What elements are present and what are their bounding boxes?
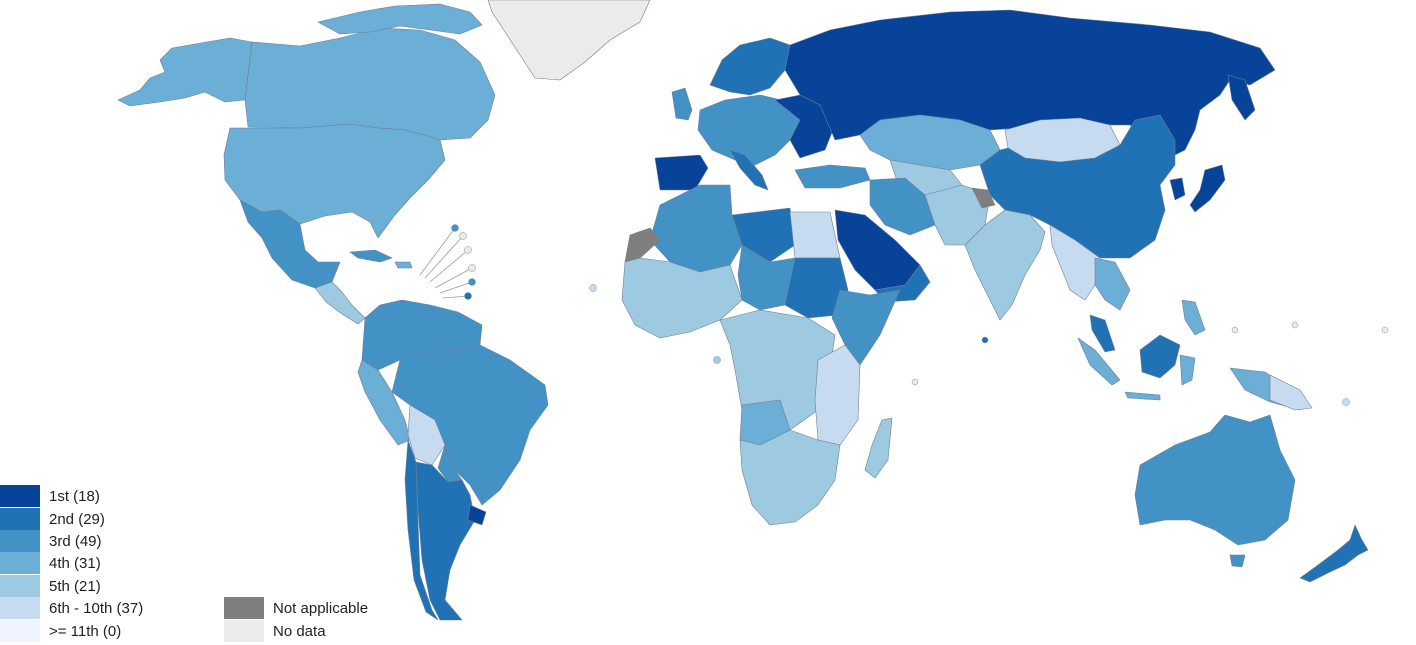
region-mexico[interactable] xyxy=(239,199,341,289)
region-egypt[interactable] xyxy=(789,211,841,259)
region-uk[interactable] xyxy=(671,87,693,121)
region-australia[interactable] xyxy=(1134,414,1296,546)
region-png[interactable] xyxy=(1269,374,1313,411)
region-turkey[interactable] xyxy=(794,164,871,189)
region-borneo[interactable] xyxy=(1139,334,1181,379)
region-java[interactable] xyxy=(1124,391,1161,401)
region-uruguay[interactable] xyxy=(467,504,487,526)
caribbean-callouts xyxy=(419,227,473,299)
region-italy[interactable] xyxy=(729,149,769,191)
legend-label-rank-4: 4th (31) xyxy=(49,554,101,572)
small-island-markers xyxy=(451,224,1389,406)
region-western-sahara[interactable] xyxy=(624,227,661,263)
legend-label-rank-11-plus: >= 11th (0) xyxy=(49,622,122,640)
region-sumatra[interactable] xyxy=(1077,337,1121,386)
region-chad[interactable] xyxy=(737,244,796,311)
legend-swatch-rank-11-plus xyxy=(0,620,40,642)
region-canada-islands[interactable] xyxy=(317,3,483,35)
legend-label-rank-2: 2nd (29) xyxy=(49,510,105,528)
region-west-africa[interactable] xyxy=(621,257,743,339)
legend-swatch-rank-2 xyxy=(0,508,40,530)
region-vietnam-laos[interactable] xyxy=(1094,257,1131,311)
legend-swatch-rank-1 xyxy=(0,485,40,507)
region-central-africa[interactable] xyxy=(719,309,836,436)
region-iberia[interactable] xyxy=(654,154,709,191)
legend-item-not-applicable: Not applicable xyxy=(224,597,368,619)
legend-item-no-data: No data xyxy=(224,620,326,642)
region-korea[interactable] xyxy=(1169,177,1186,201)
region-kashmir[interactable] xyxy=(971,187,996,209)
region-india[interactable] xyxy=(964,209,1046,321)
region-north-africa-west[interactable] xyxy=(649,184,743,273)
region-east-africa[interactable] xyxy=(814,344,861,446)
region-libya[interactable] xyxy=(731,207,796,263)
region-canada[interactable] xyxy=(244,27,496,141)
legend-item-rank-3: 3rd (49) xyxy=(0,530,102,552)
legend-item-rank-5: 5th (21) xyxy=(0,575,101,597)
legend-item-rank-4: 4th (31) xyxy=(0,552,101,574)
region-argentina[interactable] xyxy=(415,461,476,621)
region-sulawesi[interactable] xyxy=(1179,354,1196,386)
legend-swatch-rank-3 xyxy=(0,530,40,552)
region-cuba[interactable] xyxy=(349,249,393,263)
region-madagascar[interactable] xyxy=(864,417,893,479)
region-southern-africa[interactable] xyxy=(739,429,841,526)
legend-swatch-no-data xyxy=(224,620,264,642)
region-japan[interactable] xyxy=(1189,164,1226,213)
region-tasmania[interactable] xyxy=(1229,554,1246,568)
region-new-zealand[interactable] xyxy=(1299,524,1369,583)
region-greenland[interactable] xyxy=(487,0,651,81)
region-china[interactable] xyxy=(979,114,1176,259)
legend-label-rank-6-10: 6th - 10th (37) xyxy=(49,599,144,617)
region-alaska[interactable] xyxy=(117,37,253,107)
legend-item-rank-2: 2nd (29) xyxy=(0,508,105,530)
region-kamchatka[interactable] xyxy=(1227,74,1256,121)
region-iran[interactable] xyxy=(869,177,936,236)
region-philippines[interactable] xyxy=(1181,299,1206,336)
legend-swatch-rank-5 xyxy=(0,575,40,597)
region-central-america[interactable] xyxy=(314,281,366,325)
legend-label-rank-5: 5th (21) xyxy=(49,577,101,595)
region-caribbean[interactable] xyxy=(394,261,413,269)
region-scandinavia[interactable] xyxy=(709,37,791,96)
region-malaysia[interactable] xyxy=(1089,314,1116,353)
legend-item-rank-11-plus: >= 11th (0) xyxy=(0,620,121,642)
region-europe-central[interactable] xyxy=(697,94,801,166)
legend-swatch-not-applicable xyxy=(224,597,264,619)
legend-swatch-rank-6-10 xyxy=(0,597,40,619)
region-southeast-asia[interactable] xyxy=(1049,224,1101,301)
legend-label-rank-3: 3rd (49) xyxy=(49,532,102,550)
legend-swatch-rank-4 xyxy=(0,552,40,574)
legend-label-not-applicable: Not applicable xyxy=(273,599,369,617)
legend-label-no-data: No data xyxy=(273,622,326,640)
legend-label-rank-1: 1st (18) xyxy=(49,487,100,505)
legend-item-rank-1: 1st (18) xyxy=(0,485,100,507)
region-ethiopia[interactable] xyxy=(831,289,901,366)
legend-item-rank-6-10: 6th - 10th (37) xyxy=(0,597,143,619)
region-peru[interactable] xyxy=(357,359,411,446)
